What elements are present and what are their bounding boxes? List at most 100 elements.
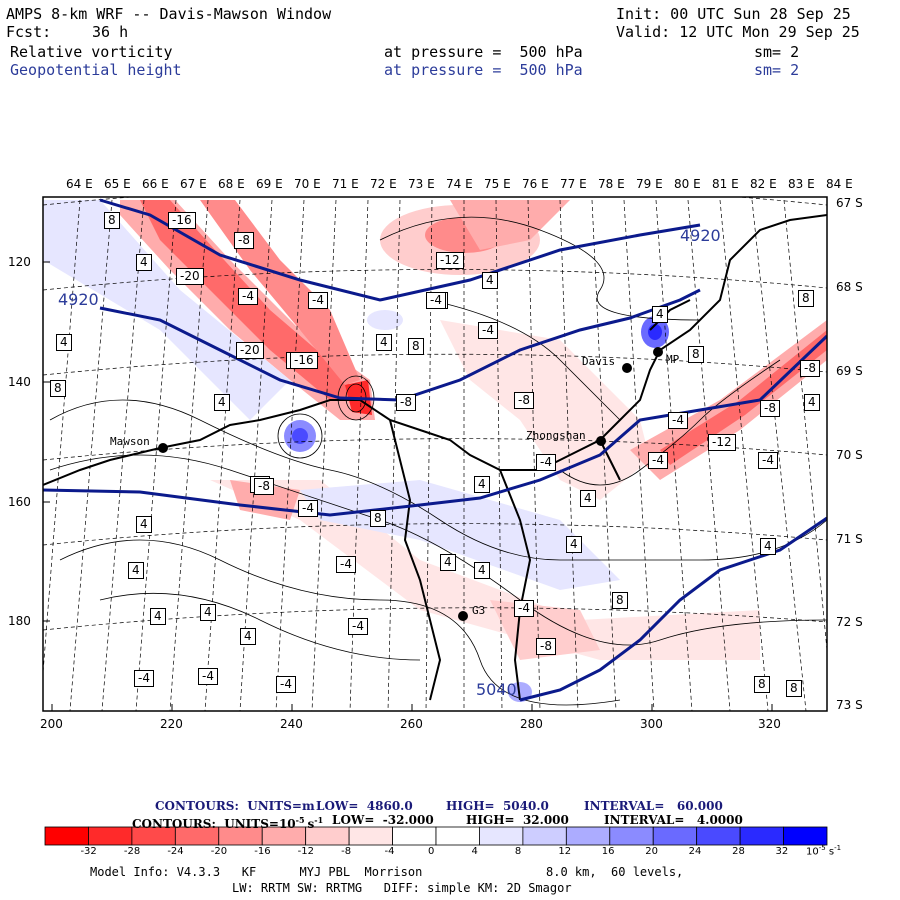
vorticity-contour-label: 4 [474,562,490,579]
vorticity-contour-label: -4 [238,288,258,305]
vorticity-contour-label: 8 [104,212,120,229]
fcst-label: Fcst: [6,23,52,41]
lon-label: 81 E [712,177,739,191]
lat-label: 70 S [836,448,863,462]
model-physics: LW: RRTM SW: RRTMG DIFF: simple KM: 2D S… [232,881,572,895]
vorticity-contour-label: 4 [440,554,456,571]
colorbar-tick-label: 24 [688,846,702,857]
vorticity-contour-label: -4 [426,292,446,309]
vorticity-contour-label: -20 [236,342,264,359]
colorbar-swatch [783,826,828,846]
height-label: 4920 [680,226,721,245]
field1-level: at pressure = 500 hPa [384,43,583,61]
vorticity-contour-label: 4 [566,536,582,553]
vorticity-contour-label: 4 [760,538,776,555]
height-legend-label: CONTOURS: UNITS=m [155,799,315,813]
lat-label: 72 S [836,615,863,629]
vorticity-contour-label: -8 [760,400,780,417]
y-tick: 140 [8,375,31,389]
vorticity-contour-label: -4 [668,412,688,429]
colorbar-tick-label: -8 [341,846,352,857]
vorticity-contour-label: 8 [408,338,424,355]
map-title: AMPS 8-km WRF -- Davis-Mawson Window [6,5,332,23]
colorbar-tick-label: -4 [384,846,395,857]
vorticity-contour-label: -4 [336,556,356,573]
vorticity-contour-label: 8 [370,510,386,527]
height-label: 4920 [58,290,99,309]
lon-label: 78 E [598,177,625,191]
lon-label: 75 E [484,177,511,191]
vorticity-contour-label: -16 [290,352,318,369]
vorticity-contour-label: 4 [136,254,152,271]
colorbar-tick-label: -12 [297,846,314,857]
field2-name: Geopotential height [10,61,182,79]
vorticity-contour-label: -4 [758,452,778,469]
vorticity-contour-label: -8 [800,360,820,377]
vorticity-contour-label: 4 [376,334,392,351]
colorbar-tick-label: -32 [80,846,97,857]
colorbar-tick-label: 20 [645,846,658,857]
colorbar-tick-label: 0 [428,846,435,857]
field1-sm: sm= 2 [754,43,800,61]
colorbar-swatch [392,826,437,846]
vorticity-contour-label: -4 [308,292,328,309]
y-tick: 160 [8,495,31,509]
vorticity-contour-label: 8 [754,676,770,693]
lat-label: 71 S [836,532,863,546]
lon-label: 84 E [826,177,853,191]
vorticity-contour-label: -4 [648,452,668,469]
vorticity-contour-label: -20 [176,268,204,285]
station-label: MP [666,353,680,366]
model-info: Model Info: V4.3.3 KF MYJ PBL Morrison [90,865,423,879]
colorbar-tick-label: 12 [558,846,572,857]
vort-legend-exp: -5 [295,815,305,825]
vorticity-contour-label: 4 [580,490,596,507]
lat-label: 73 S [836,698,863,712]
coastline [43,214,827,701]
vort-legend-unit-text: CONTOURS: UNITS=10 [132,817,296,831]
vorticity-contour-label: -8 [234,232,254,249]
vort-legend-label: CONTOURS: UNITS=10-5 s-1 [132,812,323,832]
valid-time: Valid: 12 UTC Mon 29 Sep 25 [616,23,860,41]
station-label: Mawson [110,435,150,448]
x-tick: 240 [280,717,303,731]
colorbar-swatch [44,826,89,846]
vorticity-contours [49,216,827,706]
station-label: G3 [472,604,486,617]
init-time: Init: 00 UTC Sun 28 Sep 25 [616,5,851,23]
colorbar-swatch [348,826,393,846]
x-tick: 200 [40,717,63,731]
field2-sm: sm= 2 [754,61,800,79]
lon-label: 80 E [674,177,701,191]
vorticity-contour-label: 8 [612,592,628,609]
lon-label: 79 E [636,177,663,191]
height-legend-interval: INTERVAL= 60.000 [584,799,723,813]
vorticity-contour-label: 4 [150,608,166,625]
colorbar-swatch [88,826,133,846]
colorbar-swatch [479,826,524,846]
vorticity-contour-label: -4 [478,322,498,339]
lon-label: 68 E [218,177,245,191]
vorticity-contour-label: -4 [348,618,368,635]
lon-label: 67 E [180,177,207,191]
colorbar-tick-label: -20 [210,846,228,857]
vorticity-contour-label: 4 [128,562,144,579]
colorbar-swatch [739,826,784,846]
colorbar-swatch [609,826,654,846]
colorbar-tick-label: 4 [471,846,478,857]
vorticity-contour-label: 8 [798,290,814,307]
station-markers [158,347,663,621]
vorticity-contour-label: -4 [276,676,296,693]
plot-frame [42,196,828,712]
lon-label: 72 E [370,177,397,191]
vorticity-contour-label: -8 [254,478,274,495]
vort-legend-interval: INTERVAL= 4.0000 [604,813,743,827]
colorbar-units: 10-5 s-1 [806,844,841,857]
lon-label: 74 E [446,177,473,191]
colorbar-tick-label: 32 [775,846,789,857]
vorticity-contour-label: -16 [168,212,196,229]
vorticity-contour-label: 4 [804,394,820,411]
y-tick: 120 [8,255,31,269]
colorbar-swatch [696,826,741,846]
vorticity-contour-label: -4 [298,500,318,517]
